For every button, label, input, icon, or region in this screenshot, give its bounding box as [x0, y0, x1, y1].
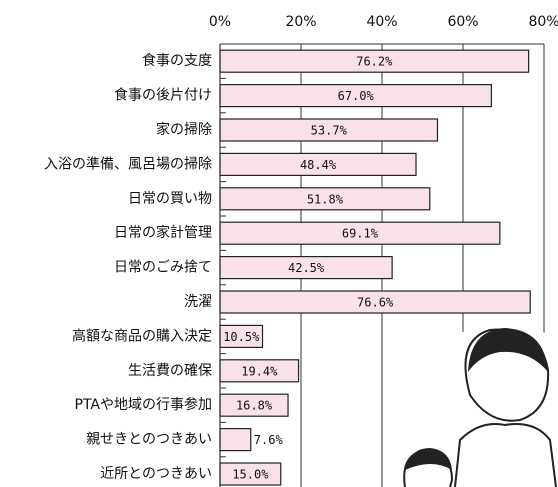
- y-tick-label: 日常の家計管理: [114, 224, 212, 241]
- illustration: [400, 326, 558, 487]
- value-label: 76.6%: [357, 296, 394, 310]
- x-tick-label: 80%: [528, 14, 558, 30]
- value-label: 76.2%: [356, 55, 393, 69]
- person-body: [454, 423, 557, 487]
- y-tick-label: 日常のごみ捨て: [114, 259, 212, 276]
- child-hair: [405, 448, 452, 470]
- value-label: 67.0%: [338, 89, 375, 103]
- y-tick-label: 食事の後片付け: [114, 87, 212, 104]
- value-label: 7.6%: [254, 433, 284, 447]
- bar: [219, 428, 252, 452]
- x-tick-label: 40%: [366, 14, 397, 30]
- y-tick-label: PTAや地域の行事参加: [75, 396, 212, 413]
- person-hair: [468, 328, 548, 372]
- y-tick-label: 入浴の準備、風呂場の掃除: [44, 155, 212, 172]
- value-label: 16.8%: [236, 399, 273, 413]
- y-tick-label: 近所とのつきあい: [100, 466, 212, 482]
- value-label: 69.1%: [342, 227, 379, 241]
- value-label: 42.5%: [288, 261, 325, 275]
- value-label: 10.5%: [223, 330, 260, 344]
- y-tick-label: 高額な商品の購入決定: [72, 327, 212, 344]
- y-tick-label: 生活費の確保: [128, 363, 212, 379]
- y-tick-label: 食事の支度: [142, 52, 212, 69]
- value-label: 51.8%: [307, 192, 344, 206]
- x-tick-label: 60%: [447, 14, 478, 30]
- value-label: 15.0%: [232, 468, 269, 482]
- y-tick-label: 親せきとのつきあい: [86, 432, 212, 448]
- x-tick-label: 20%: [285, 14, 316, 30]
- y-tick-label: 日常の買い物: [128, 191, 212, 207]
- y-tick-label: 洗濯: [184, 294, 212, 310]
- value-label: 48.4%: [300, 158, 337, 172]
- x-tick-label: 0%: [209, 14, 231, 30]
- value-label: 53.7%: [311, 124, 348, 138]
- value-label: 19.4%: [241, 364, 278, 378]
- y-tick-label: 家の掃除: [156, 121, 212, 138]
